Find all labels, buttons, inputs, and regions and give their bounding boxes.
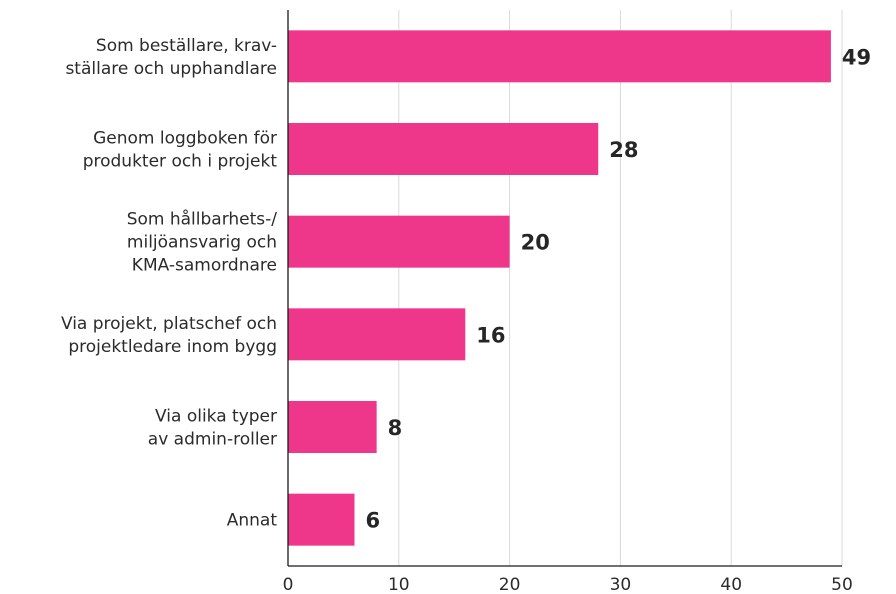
category-label-line: projektledare inom bygg: [68, 337, 277, 357]
bar: [288, 401, 377, 453]
gridlines: [398, 10, 843, 566]
x-tick-label: 0: [283, 575, 294, 594]
labels: 0 10 20 30 40 50 49 Som beställare, krav-ställa…: [61, 36, 871, 594]
category-label-line: Som beställare, krav-: [96, 36, 277, 56]
data-label: 16: [476, 323, 505, 347]
category-label: Som hållbarhets-/ miljöansvarig och KMA-sa…: [127, 209, 278, 276]
data-label: 28: [609, 138, 638, 162]
data-label: 8: [388, 416, 403, 440]
axes: [287, 10, 842, 567]
x-tick-label: 50: [831, 575, 853, 594]
category-label: Som beställare, krav-ställare och upphan…: [65, 36, 277, 79]
data-label: 20: [521, 231, 550, 255]
bar: [288, 215, 510, 268]
category-label: Annat: [227, 511, 278, 531]
category-label-line: Som hållbarhets-/: [127, 209, 278, 230]
bar: [288, 123, 599, 175]
category-label-line: Via projekt, platschef och: [61, 314, 277, 334]
category-label-line: miljöansvarig och: [127, 233, 277, 253]
x-tick-label: 10: [388, 575, 410, 594]
category-label: Via olika typer av admin-roller: [148, 407, 277, 450]
x-tick-label: 40: [720, 575, 742, 594]
category-label-line: produkter och i projekt: [83, 152, 278, 172]
bar: [288, 30, 831, 83]
bar: [288, 493, 355, 546]
bar: [288, 308, 466, 361]
category-label: Via projekt, platschef och projektledare …: [61, 314, 277, 357]
category-label-line: Genom loggboken för: [93, 129, 277, 149]
data-label: 49: [842, 45, 871, 69]
category-label-line: ställare och upphandlare: [65, 59, 277, 79]
x-tick-label: 20: [499, 575, 521, 594]
category-label: Genom loggboken för produkter och i proje…: [83, 129, 278, 172]
category-label-line: Via olika typer: [155, 407, 277, 427]
x-tick-label: 30: [610, 575, 632, 594]
category-label-line: av admin-roller: [148, 430, 277, 450]
category-label-line: KMA-samordnare: [132, 256, 277, 276]
data-label: 6: [365, 509, 380, 533]
bars: [288, 30, 831, 546]
category-label-line: Annat: [227, 511, 278, 531]
